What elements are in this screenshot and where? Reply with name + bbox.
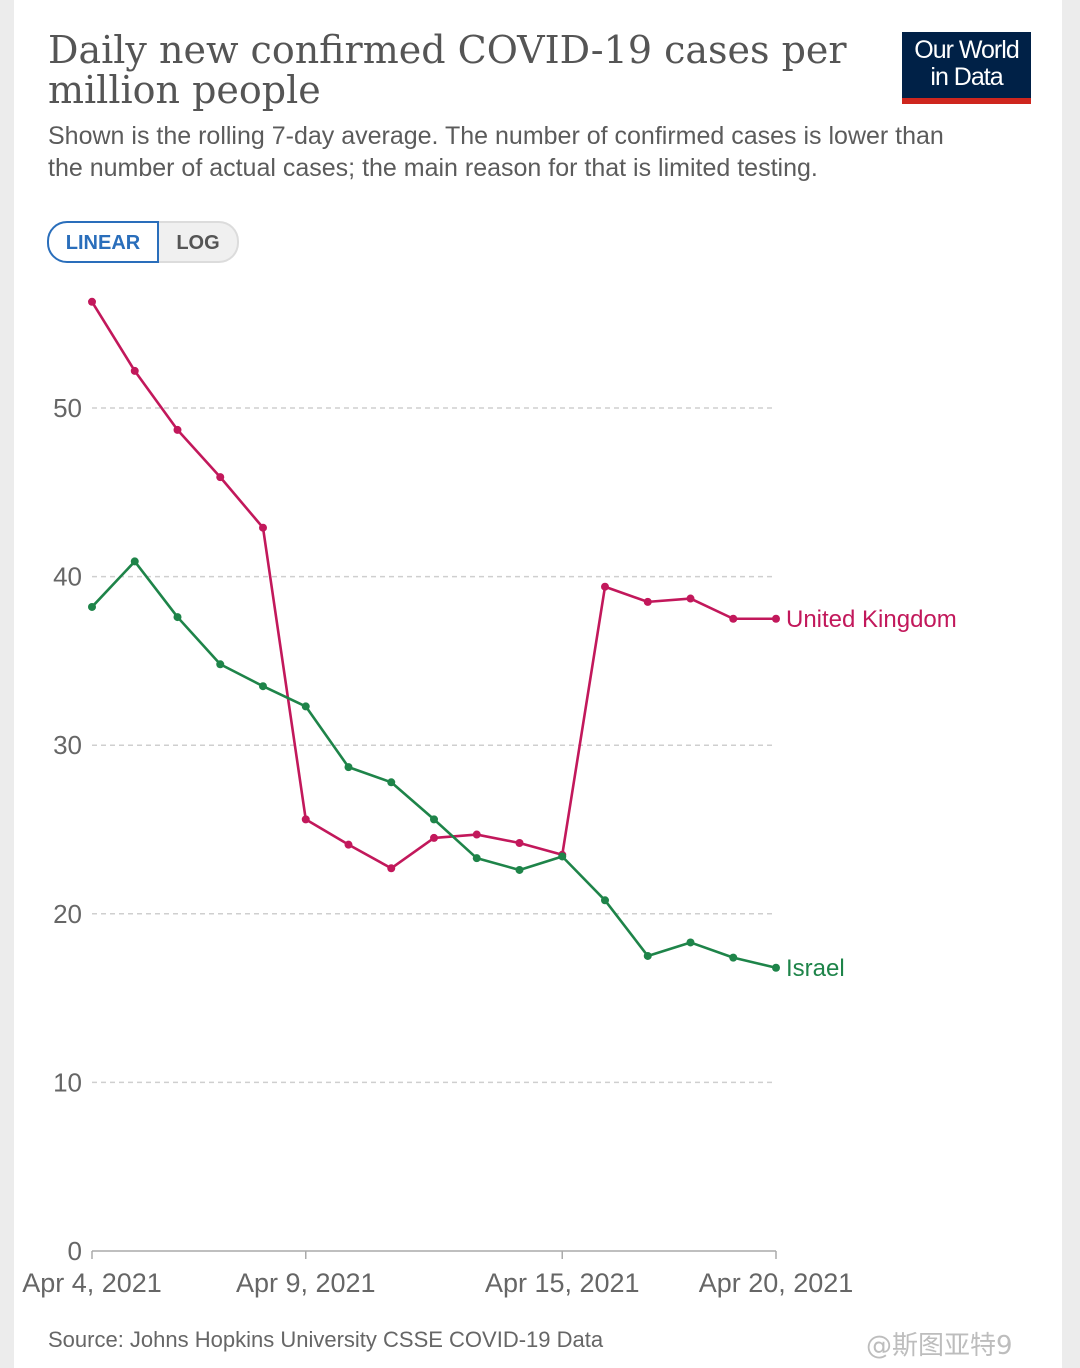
data-point-israel-9: [472, 854, 481, 863]
data-point-israel-7: [387, 778, 396, 787]
x-tick-label-3: Apr 20, 2021: [699, 1268, 854, 1298]
data-point-united-kingdom-3: [216, 473, 225, 482]
data-point-israel-11: [558, 852, 567, 861]
logo-red-bar: [902, 98, 1031, 104]
chart-card: Daily new confirmed COVID-19 cases per m…: [14, 0, 1062, 1368]
data-point-united-kingdom-16: [772, 614, 780, 623]
data-point-israel-8: [430, 815, 438, 824]
y-tick-label-20: 20: [53, 899, 82, 929]
data-point-israel-16: [772, 963, 780, 972]
log-scale-button[interactable]: LOG: [159, 221, 239, 263]
data-point-israel-3: [216, 660, 225, 669]
data-point-united-kingdom-12: [601, 582, 609, 591]
data-point-united-kingdom-6: [344, 840, 353, 849]
data-point-israel-0: [88, 602, 96, 611]
watermark: @斯图亚特9: [866, 1331, 1013, 1361]
data-point-united-kingdom-15: [729, 614, 738, 623]
owid-logo[interactable]: Our World in Data: [902, 32, 1031, 104]
series-line-israel: [91, 560, 777, 970]
data-point-united-kingdom-9: [472, 830, 481, 839]
series-label-united-kingdom: United Kingdom: [786, 606, 957, 633]
series-line-united-kingdom: [90, 301, 776, 870]
data-point-israel-5: [301, 702, 310, 711]
data-point-israel-4: [259, 682, 267, 691]
y-tick-label-40: 40: [53, 562, 82, 592]
y-tick-label-30: 30: [53, 730, 82, 760]
x-tick-label-1: Apr 9, 2021: [236, 1268, 376, 1298]
line-chart: 0 10 20 30 40 50 Apr 4, 2021 Apr 9, 2021 Apr 15,…: [22, 297, 957, 1298]
data-point-united-kingdom-4: [259, 523, 267, 532]
logo-line-1: Our World: [914, 36, 1019, 64]
logo-line-2: in Data: [930, 63, 1003, 91]
scale-toggle: LINEAR LOG: [47, 221, 239, 263]
y-tick-label-50: 50: [53, 393, 82, 423]
data-point-united-kingdom-0: [88, 297, 96, 306]
data-point-israel-12: [601, 896, 609, 905]
data-point-united-kingdom-14: [686, 594, 695, 603]
data-point-israel-14: [686, 938, 695, 947]
data-point-united-kingdom-13: [643, 597, 652, 606]
data-point-united-kingdom-10: [515, 838, 524, 847]
data-point-israel-15: [729, 953, 738, 962]
data-point-united-kingdom-5: [301, 815, 310, 824]
source-note[interactable]: Source: Johns Hopkins University CSSE CO…: [48, 1327, 604, 1352]
chart-title: Daily new confirmed COVID-19 cases per m…: [48, 28, 847, 112]
data-point-israel-6: [344, 763, 353, 772]
data-point-united-kingdom-8: [430, 833, 438, 842]
x-tick-label-2: Apr 15, 2021: [485, 1268, 640, 1298]
data-point-israel-10: [515, 865, 524, 874]
y-tick-label-0: 0: [68, 1236, 82, 1266]
linear-scale-button[interactable]: LINEAR: [47, 221, 159, 263]
data-point-israel-1: [130, 557, 139, 566]
data-point-israel-13: [643, 951, 652, 960]
data-point-united-kingdom-7: [387, 864, 396, 873]
series-label-israel: Israel: [786, 955, 845, 982]
chart-subtitle: Shown is the rolling 7-day average. The …: [48, 122, 944, 182]
y-tick-label-10: 10: [53, 1067, 82, 1097]
data-point-united-kingdom-1: [130, 366, 139, 375]
data-point-united-kingdom-2: [173, 425, 182, 434]
data-point-israel-2: [173, 613, 182, 622]
x-tick-label-0: Apr 4, 2021: [22, 1268, 162, 1298]
